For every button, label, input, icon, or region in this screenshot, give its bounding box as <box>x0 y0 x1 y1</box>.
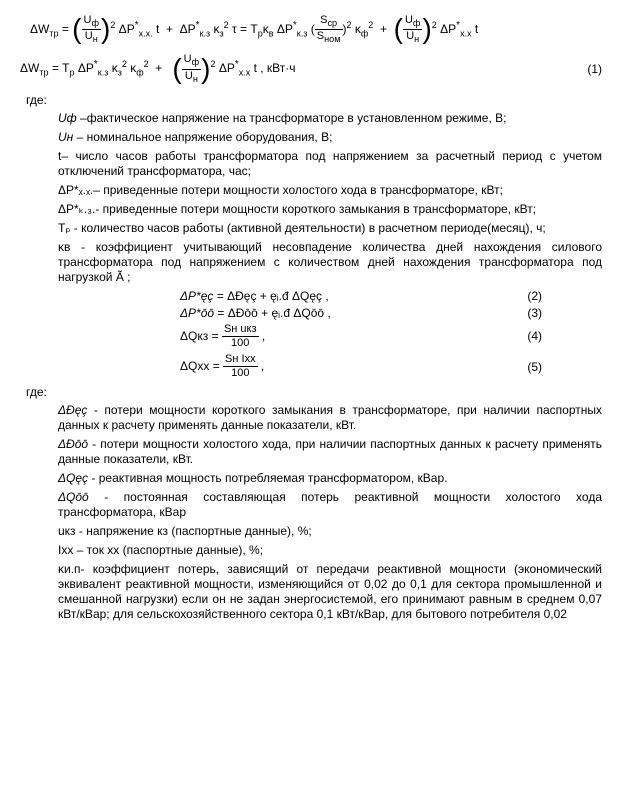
def-item: t– число часов работы трансформатора под… <box>58 149 602 179</box>
def-item: ΔQęç - реактивная мощность потребляемая … <box>58 471 602 486</box>
equation-5: ΔQxx = Sн Ixx100 , (5) <box>20 353 602 380</box>
equation-4: ΔQкз = Sн uкз100 , (4) <box>20 323 602 350</box>
eqnum-4: (4) <box>527 329 542 343</box>
definitions-block-2: ΔÐęç - потери мощности короткого замыкан… <box>58 403 602 622</box>
def-item: κи.п- коэффициент потерь, зависящий от п… <box>58 562 602 622</box>
def-item: Tₚ - количество часов работы (активной д… <box>58 221 602 236</box>
equation-1-line2: ΔWтр = Tр ΔP*к.з κз2 κф2 + (UфUн)2 ΔP*х.… <box>20 53 602 84</box>
def-item: ΔР*ₖ.₃.- приведенные потери мощности кор… <box>58 202 602 217</box>
def-item: uкз - напряжение кз (паспортные данные),… <box>58 524 602 539</box>
where-2: где: <box>26 385 602 399</box>
equation-3: ΔP*ōō = ΔÐōō + ęᵢ.đ ΔQōō , (3) <box>20 306 602 320</box>
equation-1-line1: ΔWтр = (UфUн)2 ΔP*х.х. t + ΔP*к.з κз2 τ … <box>30 14 602 45</box>
definitions-block-1: Uф –фактическое напряжение на трансформа… <box>58 111 602 285</box>
def-item: ΔQōō - постоянная составляющая потерь ре… <box>58 490 602 520</box>
equation-2: ΔP*ęç = ΔÐęç + ęᵢ.đ ΔQęç , (2) <box>20 289 602 303</box>
eqnum-3: (3) <box>527 306 542 320</box>
def-item: Uн – номинальное напряжение оборудования… <box>58 130 602 145</box>
def-item: ΔР*ₓ.ₓ.– приведенные потери мощности хол… <box>58 183 602 198</box>
eqnum-5: (5) <box>527 360 542 374</box>
def-item: Ixx – ток хх (паспортные данные), %; <box>58 543 602 558</box>
eqnum-2: (2) <box>527 289 542 303</box>
where-1: где: <box>26 93 602 107</box>
def-item: Uф –фактическое напряжение на трансформа… <box>58 111 602 126</box>
def-item: ΔÐęç - потери мощности короткого замыкан… <box>58 403 602 433</box>
def-item: ΔÐōō - потери мощности холостого хода, п… <box>58 437 602 467</box>
eqnum-1: (1) <box>587 62 602 76</box>
def-item: κв - коэффициент учитывающий несовпадени… <box>58 240 602 285</box>
